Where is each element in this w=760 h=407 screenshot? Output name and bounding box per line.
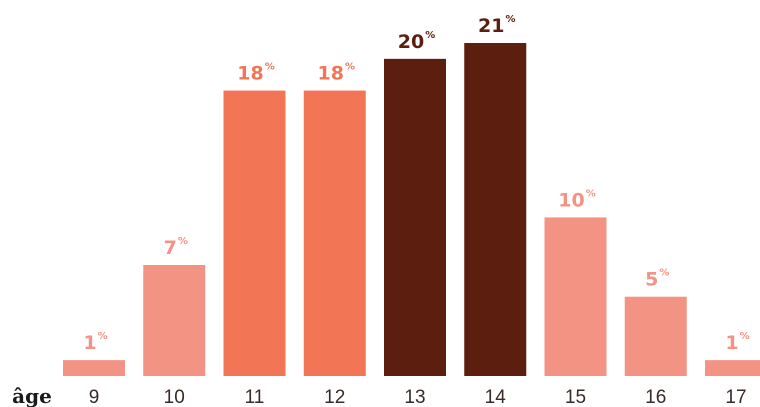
data-label-14: 21 [478, 15, 504, 37]
bar-9 [63, 360, 125, 376]
x-tick-14: 14 [485, 387, 507, 407]
percent-sign-11: % [265, 62, 275, 73]
bar-12 [303, 90, 366, 377]
percent-sign-13: % [425, 30, 435, 41]
x-tick-13: 13 [404, 387, 425, 407]
bar-16 [624, 296, 687, 376]
bar-11 [223, 90, 286, 377]
data-label-9: 1 [83, 332, 96, 354]
bar-10 [143, 265, 206, 376]
data-label-12: 18 [318, 63, 344, 85]
x-axis-title: âge [12, 384, 52, 407]
percent-sign-14: % [505, 14, 515, 25]
percent-sign-16: % [659, 268, 669, 279]
x-tick-15: 15 [565, 387, 586, 407]
bar-13 [384, 58, 446, 376]
data-label-17: 1 [725, 332, 738, 354]
data-label-15: 10 [558, 189, 584, 211]
bar-14 [464, 43, 527, 376]
data-label-11: 18 [237, 63, 263, 85]
x-tick-16: 16 [645, 387, 666, 407]
x-tick-12: 12 [324, 387, 345, 407]
x-tick-11: 11 [245, 387, 265, 407]
data-label-16: 5 [645, 269, 658, 291]
bar-17 [705, 360, 760, 376]
percent-sign-17: % [740, 331, 750, 342]
bar-15 [544, 217, 607, 376]
data-label-13: 20 [398, 31, 424, 53]
percent-sign-12: % [345, 62, 355, 73]
percent-sign-15: % [586, 188, 596, 199]
x-tick-10: 10 [164, 387, 185, 407]
data-label-10: 7 [164, 237, 177, 259]
x-tick-9: 9 [89, 387, 100, 407]
x-tick-17: 17 [725, 387, 746, 407]
percent-sign-10: % [178, 236, 188, 247]
percent-sign-9: % [98, 331, 108, 342]
